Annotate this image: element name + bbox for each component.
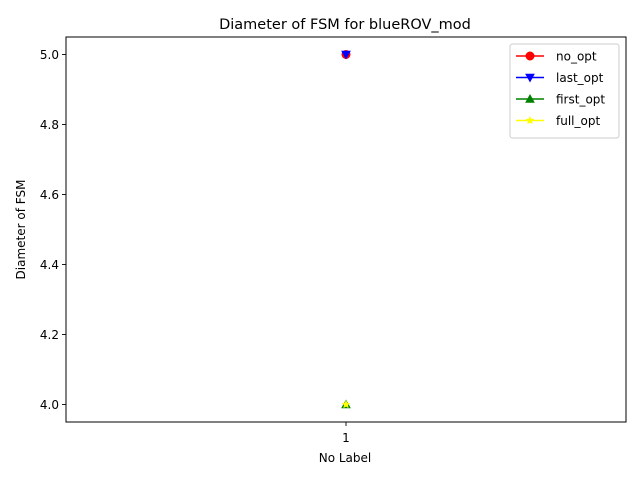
y-tick-label: 4.4 [40,258,59,272]
legend-entry-no_opt: no_opt [516,50,597,64]
legend-marker [525,93,535,103]
y-axis-ticks: 4.0 4.2 4.4 4.6 4.8 5.0 [40,48,66,412]
legend-entry-first_opt: first_opt [516,93,605,107]
data-point [341,50,351,60]
legend-entry-last_opt: last_opt [516,71,604,85]
y-tick-label: 5.0 [40,48,59,62]
x-axis-ticks: 1 [342,422,350,445]
y-tick-label: 4.8 [40,118,59,132]
legend-box [509,43,620,139]
legend-label: last_opt [556,71,604,85]
plot-frame [65,36,627,423]
series-last_opt [341,50,351,60]
legend-label: no_opt [556,50,597,64]
legend-label: first_opt [556,93,605,107]
chart-title: Diameter of FSM for blueROV_mod [219,17,471,33]
x-axis-label: No Label [319,451,372,465]
y-tick-label: 4.6 [40,188,59,202]
series-full_opt [341,399,351,409]
y-axis-label: Diameter of FSM [14,180,28,280]
y-tick-label: 4.0 [40,398,59,412]
legend: no_opt last_opt first_opt full_opt [509,43,620,139]
series-layer [341,50,351,409]
legend-label: full_opt [556,114,600,128]
legend-marker [525,51,535,61]
legend-marker [525,115,535,125]
data-point [341,399,351,409]
legend-entry-full_opt: full_opt [516,114,600,128]
y-tick-label: 4.2 [40,328,59,342]
legend-marker [525,73,535,83]
x-tick-label: 1 [342,431,350,445]
